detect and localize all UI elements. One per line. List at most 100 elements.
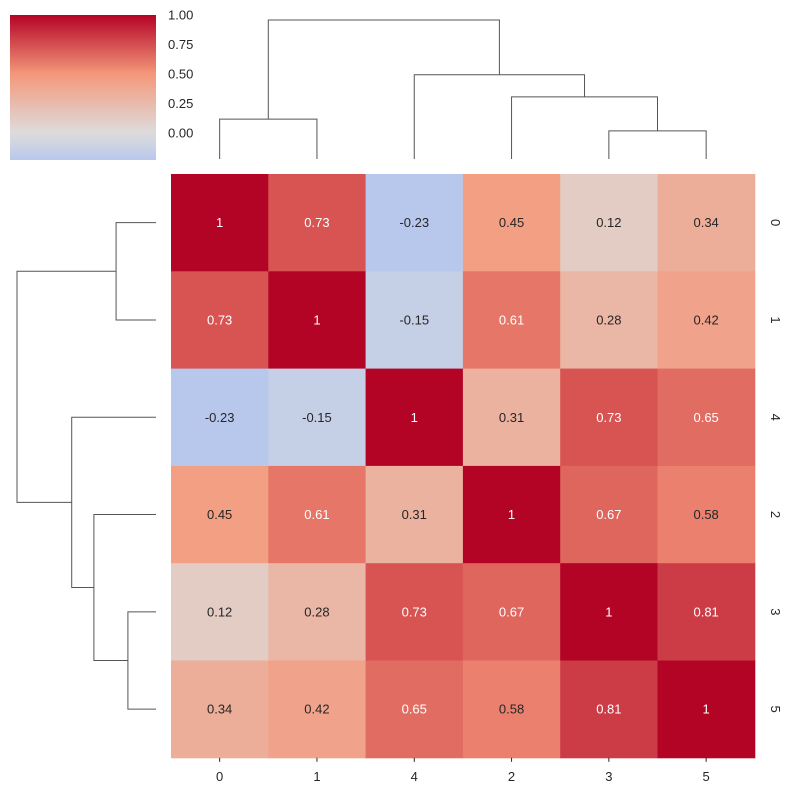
heatmap-cell bbox=[268, 465, 367, 564]
cell-value-label: 0.58 bbox=[499, 702, 524, 717]
heatmap-cell bbox=[268, 660, 367, 759]
heatmap-cell bbox=[171, 174, 269, 272]
cell-value-label: 0.12 bbox=[596, 215, 621, 230]
colorbar-tick-label: 1.00 bbox=[168, 8, 193, 23]
heatmap-cell bbox=[560, 660, 658, 759]
heatmap-cell bbox=[268, 174, 367, 272]
heatmap-cell bbox=[462, 563, 561, 661]
column-dendrogram-link bbox=[413, 74, 586, 159]
row-dendrogram bbox=[16, 222, 156, 710]
heatmap-cell bbox=[171, 660, 269, 759]
y-tick-label: 5 bbox=[768, 706, 783, 713]
colorbar-fill bbox=[10, 15, 156, 160]
heatmap-cell bbox=[171, 271, 269, 370]
cell-value-label: 0.45 bbox=[499, 215, 524, 230]
heatmap-cell bbox=[657, 368, 756, 467]
heatmap-cell bbox=[560, 368, 658, 467]
heatmap-cell bbox=[560, 174, 658, 272]
x-tick-label: 1 bbox=[313, 769, 320, 784]
heatmap-cell bbox=[268, 271, 367, 370]
heatmap-cell bbox=[462, 271, 561, 370]
cell-value-label: 1 bbox=[216, 215, 223, 230]
cell-value-label: 0.65 bbox=[402, 702, 427, 717]
column-dendrogram-link bbox=[511, 96, 658, 159]
cell-value-label: -0.23 bbox=[205, 410, 235, 425]
heatmap-cell bbox=[365, 271, 464, 370]
y-tick-label: 0 bbox=[768, 219, 783, 226]
heatmap-cell bbox=[462, 174, 561, 272]
cell-value-label: 0.28 bbox=[304, 604, 329, 619]
cell-value-label: 0.73 bbox=[304, 215, 329, 230]
colorbar: 1.00 0.75 0.50 0.25 0.00 bbox=[10, 8, 193, 160]
x-tick-label: 0 bbox=[216, 769, 223, 784]
column-dendrogram-link bbox=[219, 118, 318, 159]
cell-value-label: -0.15 bbox=[399, 312, 429, 327]
row-dendrogram-link bbox=[93, 514, 156, 661]
column-dendrogram bbox=[219, 19, 707, 159]
heatmap-cell bbox=[365, 563, 464, 661]
column-dendrogram-link bbox=[267, 19, 500, 120]
cell-value-label: 0.61 bbox=[499, 312, 524, 327]
heatmap-cell bbox=[171, 465, 269, 564]
heatmap-cell bbox=[268, 563, 367, 661]
cell-value-label: 0.67 bbox=[499, 604, 524, 619]
cell-value-label: 0.12 bbox=[207, 604, 232, 619]
heatmap-cell bbox=[462, 368, 561, 467]
row-dendrogram-link bbox=[16, 270, 117, 503]
cell-value-label: 0.42 bbox=[693, 312, 718, 327]
heatmap-cell bbox=[365, 174, 464, 272]
y-tick-label: 3 bbox=[768, 608, 783, 615]
heatmap-cell bbox=[171, 368, 269, 467]
heatmap-cell bbox=[462, 660, 561, 759]
cell-value-label: 0.34 bbox=[207, 702, 232, 717]
heatmap-grid: 1 0.73 -0.23 0.45 0.12 0.34 0.73 1 -0.15 0.61 0.28… bbox=[171, 174, 756, 759]
heatmap-cell bbox=[560, 271, 658, 370]
cell-value-label: 0.65 bbox=[693, 410, 718, 425]
heatmap-cell bbox=[657, 271, 756, 370]
heatmap-cell bbox=[365, 660, 464, 759]
row-dendrogram-link bbox=[71, 416, 156, 589]
cell-value-label: 0.61 bbox=[304, 507, 329, 522]
cell-value-label: 0.45 bbox=[207, 507, 232, 522]
heatmap-cell bbox=[560, 465, 658, 564]
heatmap-cell bbox=[171, 563, 269, 661]
cell-value-label: 0.58 bbox=[693, 507, 718, 522]
cell-value-label: 1 bbox=[703, 702, 710, 717]
cell-value-label: 0.73 bbox=[207, 312, 232, 327]
cell-value-label: 0.42 bbox=[304, 702, 329, 717]
heatmap-cell bbox=[365, 368, 464, 467]
y-tick-label: 2 bbox=[768, 511, 783, 518]
x-tick-label: 4 bbox=[411, 769, 418, 784]
cell-value-label: 0.28 bbox=[596, 312, 621, 327]
y-axis-tick-labels: 0 1 4 2 3 5 bbox=[768, 219, 783, 713]
heatmap-cell bbox=[462, 465, 561, 564]
cell-value-label: 0.73 bbox=[402, 604, 427, 619]
cell-value-label: 1 bbox=[508, 507, 515, 522]
cell-value-label: 0.34 bbox=[693, 215, 718, 230]
colorbar-tick-label: 0.00 bbox=[168, 125, 193, 140]
x-tick-label: 2 bbox=[508, 769, 515, 784]
heatmap-cell bbox=[657, 465, 756, 564]
cell-value-label: 0.73 bbox=[596, 410, 621, 425]
cell-value-label: 1 bbox=[605, 604, 612, 619]
colorbar-tick-label: 0.50 bbox=[168, 66, 193, 81]
cell-value-label: 0.67 bbox=[596, 507, 621, 522]
column-dendrogram-link bbox=[608, 130, 707, 159]
cell-value-label: -0.15 bbox=[302, 410, 332, 425]
heatmap-cell bbox=[657, 174, 756, 272]
row-dendrogram-link bbox=[115, 222, 156, 321]
y-tick-label: 1 bbox=[768, 316, 783, 323]
cell-value-label: 1 bbox=[313, 312, 320, 327]
cell-value-label: 0.31 bbox=[402, 507, 427, 522]
x-tick-label: 5 bbox=[703, 769, 710, 784]
heatmap-cell bbox=[657, 660, 756, 759]
cell-value-label: -0.23 bbox=[399, 215, 429, 230]
cell-value-label: 0.31 bbox=[499, 410, 524, 425]
row-dendrogram-link bbox=[127, 611, 156, 710]
y-tick-label: 4 bbox=[768, 414, 783, 421]
colorbar-tick-label: 0.25 bbox=[168, 96, 193, 111]
heatmap-cell bbox=[268, 368, 367, 467]
cell-value-label: 0.81 bbox=[596, 702, 621, 717]
x-axis-tick-labels: 0 1 4 2 3 5 bbox=[216, 757, 710, 784]
